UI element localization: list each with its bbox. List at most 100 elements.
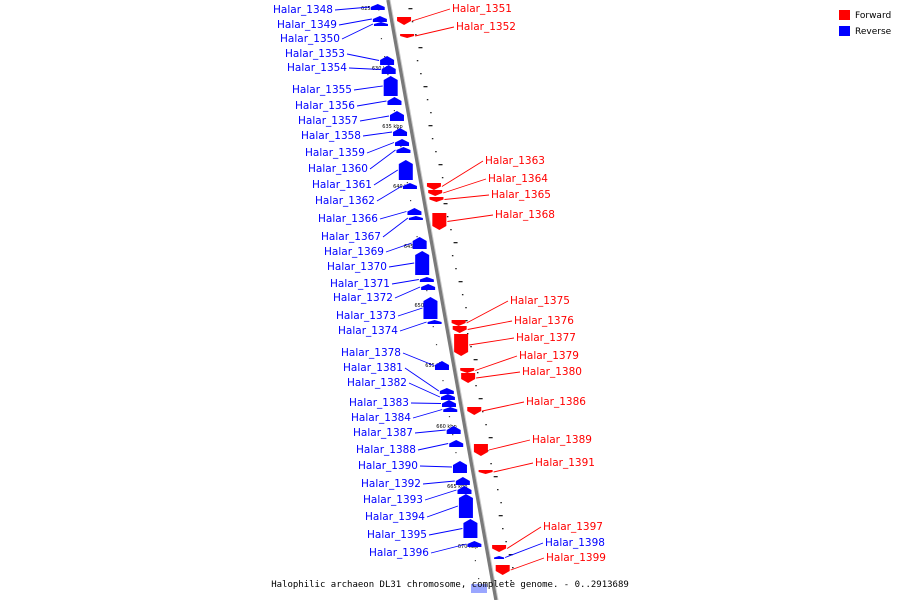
gene-feature[interactable]: Halar_1389 <box>473 444 488 456</box>
gene-feature[interactable]: Halar_1349 <box>372 16 387 22</box>
gene-feature[interactable]: Halar_1354 <box>381 65 396 74</box>
gene-feature[interactable]: Halar_1394 <box>458 494 473 518</box>
gene-label[interactable]: Halar_1379 <box>519 350 579 362</box>
gene-feature[interactable]: Halar_1391 <box>478 470 493 474</box>
gene-feature[interactable]: Halar_1368 <box>432 213 447 230</box>
gene-label[interactable]: Halar_1394 <box>365 511 425 523</box>
gene-feature[interactable]: Halar_1361 <box>398 160 413 180</box>
gene-label[interactable]: Halar_1369 <box>324 246 384 258</box>
gene-label[interactable]: Halar_1381 <box>343 362 403 374</box>
gene-label[interactable]: Halar_1380 <box>522 366 582 378</box>
gene-label[interactable]: Halar_1368 <box>495 209 555 221</box>
gene-label[interactable]: Halar_1396 <box>369 547 429 559</box>
gene-feature[interactable]: Halar_1352 <box>400 34 415 38</box>
gene-feature[interactable]: Halar_1382 <box>440 394 455 400</box>
gene-label[interactable]: Halar_1372 <box>333 292 393 304</box>
gene-label[interactable]: Halar_1349 <box>277 19 337 31</box>
gene-label[interactable]: Halar_1390 <box>358 460 418 472</box>
gene-label[interactable]: Halar_1387 <box>353 427 413 439</box>
gene-feature[interactable]: Halar_1381 <box>439 388 454 394</box>
gene-feature[interactable]: Halar_1360 <box>396 147 411 153</box>
gene-feature[interactable]: Halar_1374 <box>427 320 442 324</box>
gene-feature[interactable]: Halar_1355 <box>383 76 398 96</box>
gene-feature[interactable]: Halar_1356 <box>387 97 402 105</box>
gene-label[interactable]: Halar_1399 <box>546 552 606 564</box>
gene-label[interactable]: Halar_1393 <box>363 494 423 506</box>
gene-feature[interactable]: Halar_1359 <box>395 139 410 146</box>
gene-feature[interactable]: Halar_1358 <box>393 128 408 136</box>
gene-label[interactable]: Halar_1378 <box>341 347 401 359</box>
gene-label[interactable]: Halar_1350 <box>280 33 340 45</box>
gene-feature[interactable]: Halar_1373 <box>423 297 438 319</box>
gene-feature[interactable]: Halar_1370 <box>415 251 430 275</box>
gene-feature[interactable]: Halar_1396 <box>467 541 482 547</box>
gene-feature[interactable]: Halar_1383 <box>442 400 456 407</box>
gene-feature[interactable]: Halar_1377 <box>454 334 469 356</box>
gene-feature[interactable]: Halar_1364 <box>428 190 443 196</box>
gene-label[interactable]: Halar_1348 <box>273 4 333 16</box>
gene-feature[interactable]: Halar_1395 <box>463 519 478 538</box>
gene-feature[interactable]: Halar_1397 <box>492 545 507 552</box>
gene-label[interactable]: Halar_1374 <box>338 325 398 337</box>
gene-feature[interactable]: Halar_1365 <box>429 197 444 202</box>
gene-label[interactable]: Halar_1357 <box>298 115 358 127</box>
gene-label[interactable]: Halar_1391 <box>535 457 595 469</box>
gene-feature[interactable]: Halar_1357 <box>389 111 404 121</box>
gene-label[interactable]: Halar_1395 <box>367 529 427 541</box>
gene-feature[interactable]: Halar_1375 <box>451 320 466 326</box>
gene-label[interactable]: Halar_1384 <box>351 412 411 424</box>
gene-label[interactable]: Halar_1392 <box>361 478 421 490</box>
gene-label[interactable]: Halar_1382 <box>347 377 407 389</box>
gene-feature[interactable]: Halar_1384 <box>443 407 458 412</box>
gene-feature[interactable]: Halar_1390 <box>452 461 467 473</box>
gene-label[interactable]: Halar_1355 <box>292 84 352 96</box>
gene-label[interactable]: Halar_1362 <box>315 195 375 207</box>
gene-label[interactable]: Halar_1364 <box>488 173 548 185</box>
gene-label[interactable]: Halar_1361 <box>312 179 372 191</box>
gene-label[interactable]: Halar_1398 <box>545 537 605 549</box>
gene-label[interactable]: Halar_1376 <box>514 315 574 327</box>
gene-label[interactable]: Halar_1351 <box>452 3 512 15</box>
gene-label[interactable]: Halar_1371 <box>330 278 390 290</box>
gene-label[interactable]: Halar_1352 <box>456 21 516 33</box>
gene-label[interactable]: Halar_1370 <box>327 261 387 273</box>
gene-label[interactable]: Halar_1377 <box>516 332 576 344</box>
gene-label[interactable]: Halar_1356 <box>295 100 355 112</box>
gene-label[interactable]: Halar_1397 <box>543 521 603 533</box>
gene-feature[interactable]: Halar_1379 <box>460 368 475 373</box>
gene-feature[interactable]: Halar_1351 <box>397 17 412 25</box>
gene-label[interactable]: Halar_1388 <box>356 444 416 456</box>
gene-feature[interactable]: Halar_1362 <box>402 183 417 189</box>
gene-feature[interactable]: Halar_1393 <box>457 486 472 494</box>
gene-label[interactable]: Halar_1353 <box>285 48 345 60</box>
gene-feature[interactable]: Halar_1367 <box>408 216 423 220</box>
gene-label[interactable]: Halar_1365 <box>491 189 551 201</box>
gene-label[interactable]: Halar_1375 <box>510 295 570 307</box>
gene-label[interactable]: Halar_1358 <box>301 130 361 142</box>
gene-label[interactable]: Halar_1360 <box>308 163 368 175</box>
gene-feature[interactable]: Halar_1372 <box>421 284 436 290</box>
gene-feature[interactable]: Halar_1376 <box>452 326 467 333</box>
gene-feature[interactable]: Halar_1371 <box>419 277 434 282</box>
gene-label[interactable]: Halar_1366 <box>318 213 378 225</box>
gene-label[interactable]: Halar_1354 <box>287 62 347 74</box>
gene-feature[interactable]: Halar_1378 <box>434 361 449 370</box>
gene-feature[interactable]: Halar_1348 <box>370 4 385 10</box>
gene-label[interactable]: Halar_1373 <box>336 310 396 322</box>
gene-label[interactable]: Halar_1363 <box>485 155 545 167</box>
gene-feature[interactable]: Halar_1380 <box>461 373 476 383</box>
gene-feature[interactable]: Halar_1399 <box>495 565 510 575</box>
gene-feature[interactable]: Halar_1353 <box>380 56 395 65</box>
gene-feature[interactable]: Halar_1386 <box>467 407 482 415</box>
gene-label[interactable]: Halar_1367 <box>321 231 381 243</box>
gene-feature[interactable]: Halar_1398 <box>494 556 505 559</box>
gene-label[interactable]: Halar_1386 <box>526 396 586 408</box>
gene-feature[interactable]: Halar_1363 <box>426 183 441 190</box>
gene-feature[interactable]: Halar_1387 <box>446 426 461 434</box>
gene-feature[interactable]: Halar_1366 <box>407 208 422 215</box>
gene-feature[interactable]: Halar_1392 <box>455 477 470 485</box>
gene-feature[interactable]: Halar_1350 <box>373 22 388 26</box>
gene-label[interactable]: Halar_1359 <box>305 147 365 159</box>
gene-feature[interactable]: Halar_1388 <box>449 440 464 447</box>
gene-label[interactable]: Halar_1389 <box>532 434 592 446</box>
